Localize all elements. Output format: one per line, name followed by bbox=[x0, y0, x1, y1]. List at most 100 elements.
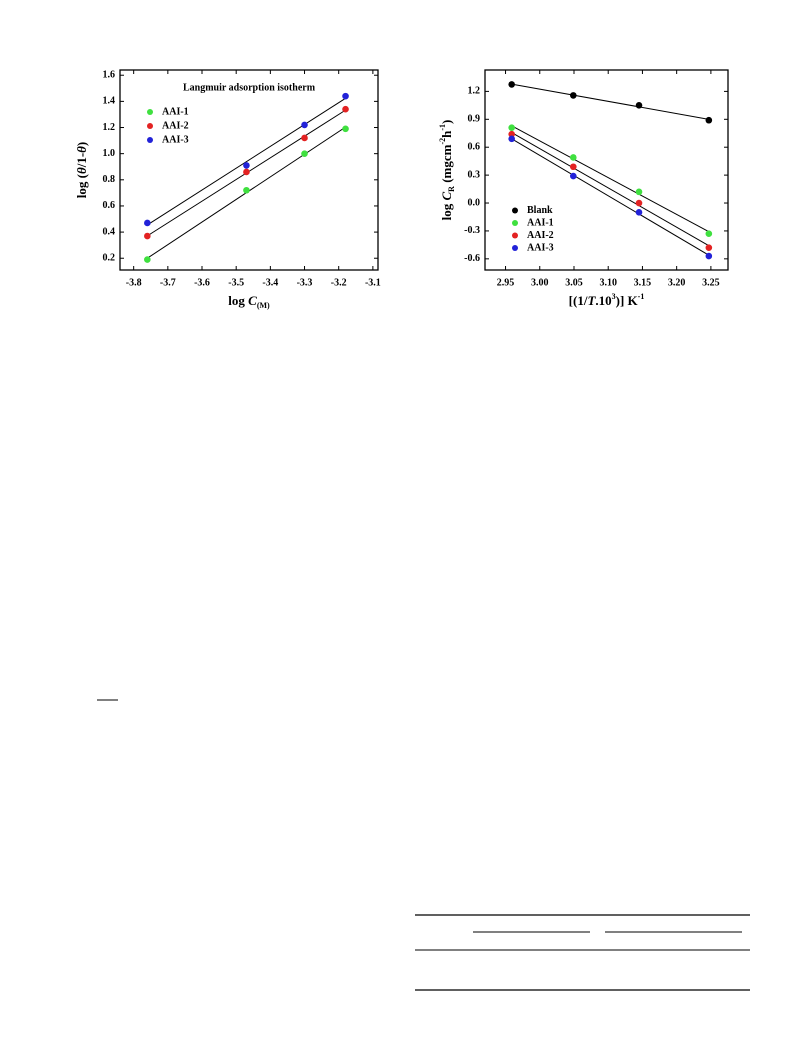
data-point bbox=[570, 154, 577, 161]
label-part: h bbox=[439, 130, 454, 138]
legend-marker bbox=[512, 245, 518, 251]
axis-label: log C(M) bbox=[228, 293, 270, 310]
data-point bbox=[301, 134, 308, 142]
x-tick-label: -3.4 bbox=[262, 277, 278, 288]
legend-label: AAI-3 bbox=[527, 242, 554, 253]
y-tick-label: 1.4 bbox=[103, 96, 116, 107]
plot-frame bbox=[484, 69, 729, 271]
data-point bbox=[705, 244, 713, 251]
legend-label: AAI-1 bbox=[527, 217, 554, 228]
x-tick-label: -3.6 bbox=[194, 277, 210, 288]
legend-marker bbox=[147, 137, 153, 143]
data-point bbox=[570, 172, 577, 180]
y-tick-label: 0.8 bbox=[103, 174, 116, 185]
label-part: ) bbox=[439, 120, 454, 124]
legend-label: AAI-2 bbox=[162, 120, 189, 131]
data-point bbox=[243, 162, 250, 169]
label-part: (mgcm bbox=[439, 144, 454, 186]
y-tick-label: 1.2 bbox=[468, 86, 481, 97]
data-point bbox=[508, 124, 515, 131]
y-tick-label: 0.4 bbox=[103, 226, 116, 237]
axis-label: log CR (mgcm-2h-1) bbox=[438, 120, 456, 221]
data-point bbox=[301, 121, 308, 129]
data-point bbox=[144, 256, 151, 263]
y-tick-label: 1.6 bbox=[103, 70, 116, 81]
x-tick-label: -3.2 bbox=[331, 277, 347, 288]
y-tick-label: 1.2 bbox=[103, 122, 116, 133]
label-part: log ( bbox=[74, 174, 89, 198]
label-part: T bbox=[587, 293, 596, 308]
label-part: /1- bbox=[74, 153, 89, 168]
label-part: (M) bbox=[257, 301, 270, 310]
x-tick-label: -3.1 bbox=[365, 277, 381, 288]
label-part: R bbox=[447, 186, 456, 192]
legend-label: AAI-3 bbox=[162, 134, 189, 145]
fit-line bbox=[511, 138, 710, 256]
x-tick-label: -3.7 bbox=[160, 277, 176, 288]
label-part: log bbox=[228, 293, 248, 308]
y-tick-label: -0.3 bbox=[464, 225, 480, 236]
label-part: θ bbox=[74, 167, 89, 174]
data-point bbox=[508, 135, 515, 143]
plot-frame bbox=[119, 69, 379, 271]
legend-marker bbox=[512, 232, 518, 239]
x-tick-label: 2.95 bbox=[497, 277, 515, 288]
x-tick-label: 3.10 bbox=[599, 277, 617, 288]
label-part: θ bbox=[74, 146, 89, 153]
label-part: log bbox=[439, 201, 454, 221]
legend-marker bbox=[147, 109, 153, 115]
axis-label: log (θ/1-θ) bbox=[74, 142, 89, 199]
legend-marker bbox=[512, 207, 518, 214]
label-part: -1 bbox=[638, 292, 645, 301]
x-tick-label: 3.05 bbox=[565, 277, 583, 288]
data-point bbox=[705, 230, 713, 238]
x-tick-label: -3.3 bbox=[297, 277, 313, 288]
data-point bbox=[508, 81, 515, 88]
label-part: )] K bbox=[616, 293, 639, 308]
y-tick-label: 0.9 bbox=[468, 114, 481, 125]
data-point bbox=[243, 168, 250, 176]
fit-line bbox=[147, 97, 346, 226]
legend-marker bbox=[512, 220, 518, 226]
fit-line bbox=[511, 132, 710, 247]
label-part: [(1/ bbox=[569, 293, 588, 308]
fit-line bbox=[511, 83, 709, 120]
fit-line bbox=[511, 125, 710, 233]
data-point bbox=[301, 150, 308, 157]
data-point bbox=[705, 116, 713, 124]
legend-label: AAI-1 bbox=[162, 106, 189, 117]
x-tick-label: -3.8 bbox=[126, 277, 142, 288]
y-tick-label: 0.0 bbox=[468, 197, 481, 208]
data-point bbox=[342, 92, 349, 100]
data-point bbox=[508, 130, 515, 138]
data-point bbox=[635, 102, 643, 109]
legend-label: AAI-2 bbox=[527, 230, 554, 241]
y-tick-label: 0.2 bbox=[103, 253, 116, 264]
data-point bbox=[570, 92, 577, 99]
data-point bbox=[342, 125, 349, 133]
y-tick-label: -0.6 bbox=[464, 253, 480, 264]
y-tick-label: 0.6 bbox=[103, 200, 116, 211]
legend-label: Blank bbox=[527, 205, 553, 216]
y-tick-label: 0.3 bbox=[468, 169, 481, 180]
data-point bbox=[570, 163, 577, 171]
y-tick-label: 1.0 bbox=[103, 148, 116, 159]
x-tick-label: 3.25 bbox=[702, 277, 720, 288]
label-part: ) bbox=[74, 142, 89, 146]
data-point bbox=[635, 188, 643, 196]
data-point bbox=[243, 186, 250, 194]
label-part: -2 bbox=[438, 138, 447, 145]
data-point bbox=[144, 232, 151, 240]
data-point bbox=[342, 105, 349, 113]
label-part: -1 bbox=[438, 124, 447, 131]
data-point bbox=[705, 252, 713, 260]
x-tick-label: 3.00 bbox=[531, 277, 549, 288]
chart-title: Langmuir adsorption isotherm bbox=[183, 82, 316, 93]
label-part: C bbox=[248, 293, 257, 308]
legend-marker bbox=[147, 123, 153, 129]
data-point bbox=[635, 209, 643, 216]
x-tick-label: -3.5 bbox=[228, 277, 244, 288]
label-part: .10 bbox=[595, 293, 611, 308]
x-tick-label: 3.20 bbox=[668, 277, 686, 288]
